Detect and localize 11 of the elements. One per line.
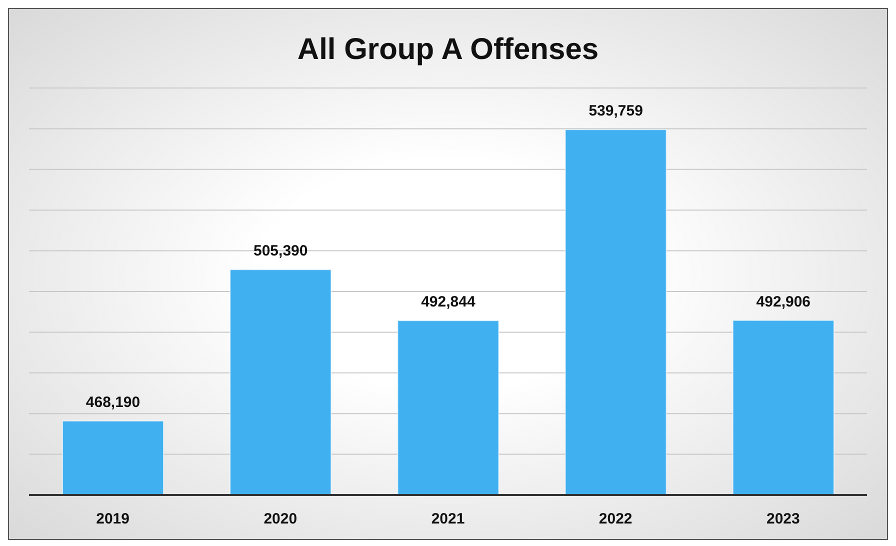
x-tick-label: 2023 — [766, 510, 800, 528]
data-label: 468,190 — [86, 394, 140, 411]
data-label: 505,390 — [254, 242, 308, 260]
data-label: 492,906 — [756, 293, 811, 310]
x-tick-label: 2020 — [264, 510, 298, 528]
data-label: 539,759 — [588, 102, 643, 120]
x-tick-label: 2022 — [598, 510, 632, 528]
data-label: 492,844 — [421, 294, 476, 311]
x-tick-label: 2021 — [431, 510, 465, 528]
x-tick-label: 2019 — [96, 510, 130, 528]
chart-title: All Group A Offenses — [296, 33, 600, 67]
